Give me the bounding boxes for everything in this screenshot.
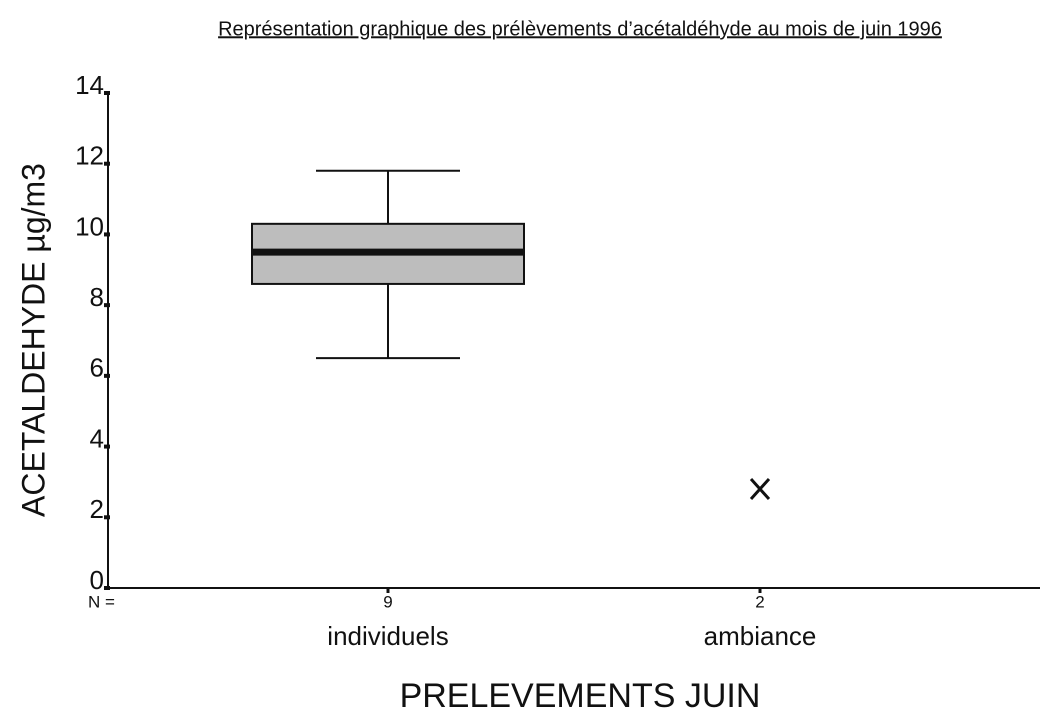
y-tick-label: 14 — [75, 70, 104, 100]
y-tick-label: 12 — [75, 141, 104, 171]
y-tick-label: 0 — [90, 565, 104, 595]
chart-title: Représentation graphique des prélèvement… — [218, 18, 942, 40]
y-tick-label: 10 — [75, 211, 104, 241]
x-axis-label: PRELEVEMENTS JUIN — [400, 677, 761, 715]
n-value: 2 — [755, 592, 764, 611]
n-value: 9 — [383, 592, 392, 611]
x-tick-label: ambiance — [704, 621, 817, 651]
y-axis-label: ACETALDEHYDE µg/m3 — [15, 163, 51, 517]
y-tick-label: 2 — [90, 494, 104, 524]
y-tick-label: 6 — [90, 353, 104, 383]
x-tick-label: individuels — [327, 621, 448, 651]
n-label: N = — [88, 592, 115, 611]
y-tick-label: 4 — [90, 423, 104, 453]
point-marker — [749, 477, 771, 501]
y-tick-label: 8 — [90, 282, 104, 312]
